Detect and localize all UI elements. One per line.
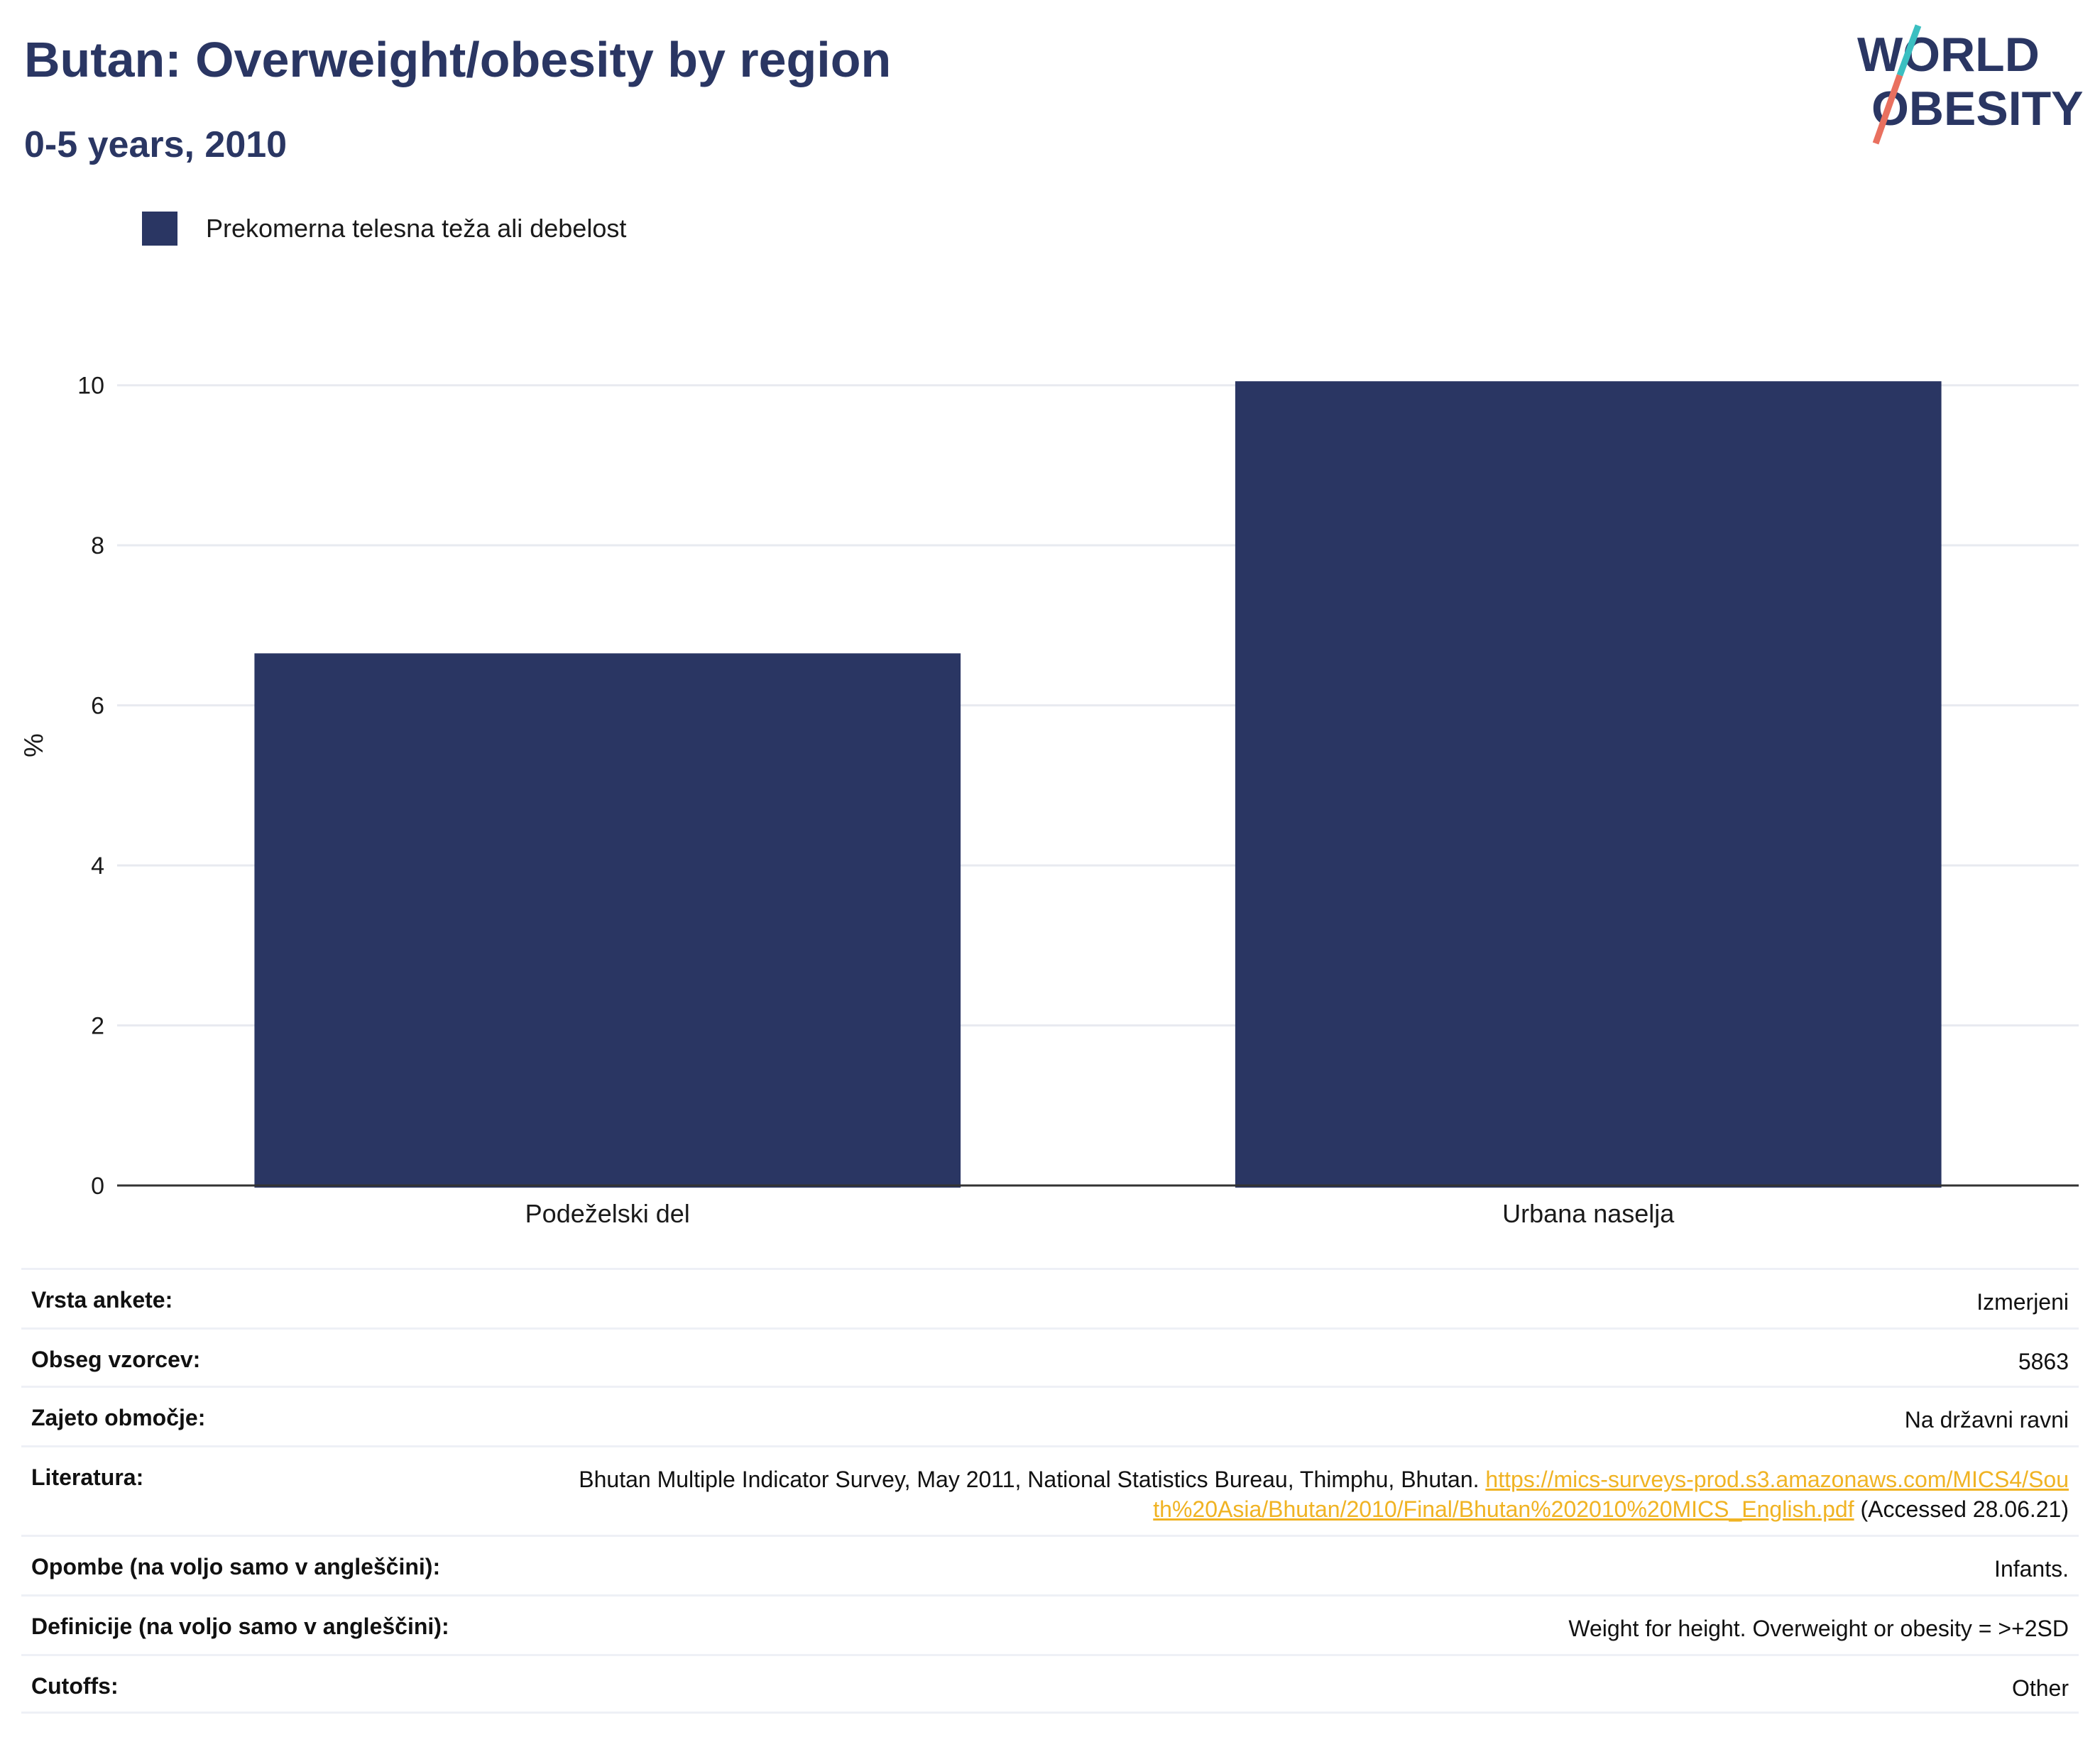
meta-label: Literatura: (31, 1464, 144, 1490)
y-tick-label: 4 (91, 853, 104, 880)
literature-text: Bhutan Multiple Indicator Survey, May 20… (579, 1467, 1480, 1492)
meta-value: Bhutan Multiple Indicator Survey, May 20… (578, 1464, 2069, 1524)
chart-title: Butan: Overweight/obesity by region (24, 32, 892, 87)
x-tick-label: Podeželski del (525, 1199, 690, 1228)
meta-value: Infants. (1994, 1556, 2069, 1582)
meta-row-survey-type: Vrsta ankete: Izmerjeni (21, 1268, 2079, 1327)
logo-line2: OBESITY (1871, 82, 2084, 136)
metadata-table: Vrsta ankete: Izmerjeni Obseg vzorcev: 5… (21, 1268, 2079, 1714)
logo-slash-top (1896, 24, 1922, 77)
meta-row-sample-size: Obseg vzorcev: 5863 (21, 1327, 2079, 1386)
chart-subtitle: 0-5 years, 2010 (24, 124, 288, 165)
meta-label: Definicije (na voljo samo v angleščini): (31, 1614, 449, 1639)
bar-chart: 0 2 4 6 8 10 Podeželski del Urbana naselja% (19, 373, 2079, 1228)
meta-value: Izmerjeni (1976, 1289, 2069, 1315)
meta-row-cutoffs: Cutoffs: Other (21, 1654, 2079, 1714)
meta-label: Zajeto območje: (31, 1405, 206, 1430)
meta-value: 5863 (2018, 1349, 2069, 1374)
meta-label: Cutoffs: (31, 1673, 119, 1699)
logo-slash-bottom (1872, 74, 1903, 145)
y-tick-label: 6 (91, 693, 104, 720)
bar (1235, 381, 1942, 1188)
meta-row-coverage: Zajeto območje: Na državni ravni (21, 1386, 2079, 1445)
meta-value: Weight for height. Overweight or obesity… (1568, 1616, 2069, 1641)
logo-line1: WORLD (1857, 28, 2040, 82)
meta-label: Vrsta ankete: (31, 1287, 173, 1313)
meta-row-literature: Literatura: Bhutan Multiple Indicator Su… (21, 1445, 2079, 1535)
meta-value: Other (2011, 1675, 2069, 1701)
world-obesity-logo: WORLD OBESITY (1857, 24, 2084, 145)
meta-row-definitions: Definicije (na voljo samo v angleščini):… (21, 1594, 2079, 1654)
meta-label: Obseg vzorcev: (31, 1347, 201, 1372)
chart-legend: Prekomerna telesna teža ali debelost (142, 212, 626, 246)
x-tick-label: Urbana naselja (1502, 1199, 1675, 1228)
meta-row-notes: Opombe (na voljo samo v angleščini): Inf… (21, 1535, 2079, 1594)
meta-label: Opombe (na voljo samo v angleščini): (31, 1554, 441, 1579)
y-tick-label: 0 (91, 1173, 104, 1200)
legend-swatch (142, 212, 177, 246)
meta-value: Na državni ravni (1904, 1407, 2069, 1433)
y-tick-label: 8 (91, 532, 104, 559)
y-tick-label: 10 (77, 373, 104, 400)
literature-link[interactable]: https://mics-surveys-prod.s3.amazonaws.c… (1153, 1467, 2069, 1522)
bar (254, 653, 961, 1188)
literature-accessed: (Accessed 28.06.21) (1860, 1496, 2069, 1522)
y-axis-label: % (19, 733, 49, 757)
legend-label: Prekomerna telesna teža ali debelost (206, 214, 627, 243)
y-tick-label: 2 (91, 1013, 104, 1040)
